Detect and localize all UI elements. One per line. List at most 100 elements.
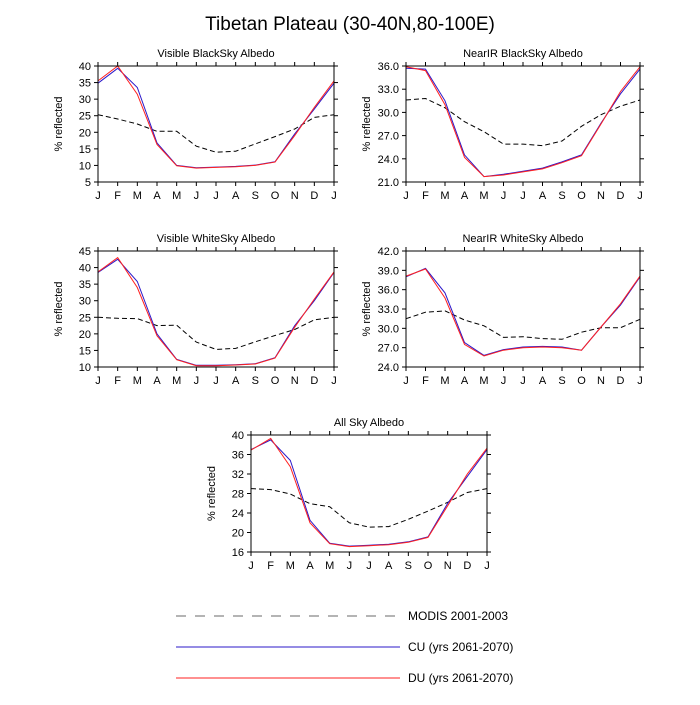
x-tick-label: J bbox=[213, 375, 219, 387]
y-tick-label: 36.0 bbox=[378, 61, 399, 73]
series-line-modis bbox=[250, 488, 488, 528]
y-axis-label: % reflected bbox=[361, 96, 373, 151]
x-tick-label: M bbox=[440, 190, 449, 202]
series-line-modis bbox=[97, 316, 335, 350]
x-tick-label: J bbox=[520, 190, 526, 202]
x-tick-label: M bbox=[479, 375, 488, 387]
x-tick-label: F bbox=[114, 190, 121, 202]
y-tick-label: 30 bbox=[79, 94, 91, 106]
x-tick-label: F bbox=[422, 190, 429, 202]
y-tick-label: 32 bbox=[232, 469, 244, 481]
y-tick-label: 20 bbox=[232, 528, 244, 540]
plot-frame bbox=[250, 434, 488, 553]
x-tick-label: J bbox=[331, 190, 337, 202]
legend-label-modis: MODIS 2001-2003 bbox=[408, 609, 508, 623]
x-tick-label: J bbox=[95, 375, 101, 387]
series-line-modis bbox=[405, 97, 641, 147]
y-tick-label: 21.0 bbox=[378, 177, 399, 189]
chart-title: All Sky Albedo bbox=[334, 417, 404, 429]
y-tick-label: 10 bbox=[79, 362, 91, 374]
x-tick-label: D bbox=[617, 190, 625, 202]
x-tick-label: A bbox=[539, 375, 547, 387]
x-tick-label: N bbox=[597, 375, 605, 387]
y-axis-label: % reflected bbox=[206, 466, 218, 521]
y-tick-label: 20 bbox=[79, 329, 91, 341]
x-tick-label: J bbox=[501, 375, 507, 387]
chart-vis-white: Visible WhiteSky Albedo % reflected 10 15 20… bbox=[53, 233, 338, 387]
y-axis-label: % reflected bbox=[53, 281, 65, 336]
y-tick-label: 40 bbox=[79, 263, 91, 275]
y-tick-label: 30 bbox=[79, 296, 91, 308]
y-tick-label: 5 bbox=[85, 177, 91, 189]
x-tick-label: J bbox=[213, 190, 219, 202]
x-tick-label: O bbox=[577, 190, 586, 202]
y-tick-label: 35 bbox=[79, 78, 91, 90]
x-tick-label: J bbox=[501, 190, 507, 202]
x-tick-label: S bbox=[558, 190, 565, 202]
x-tick-label: O bbox=[577, 375, 586, 387]
x-tick-label: J bbox=[347, 560, 353, 572]
x-tick-label: J bbox=[95, 190, 101, 202]
y-tick-label: 24.0 bbox=[378, 362, 399, 374]
figure-title: Tibetan Plateau (30-40N,80-100E) bbox=[205, 14, 495, 35]
y-tick-label: 28 bbox=[232, 489, 244, 501]
plot-frame bbox=[97, 65, 335, 183]
x-tick-label: N bbox=[291, 375, 299, 387]
y-tick-label: 27.0 bbox=[378, 343, 399, 355]
x-tick-label: D bbox=[617, 375, 625, 387]
y-tick-label: 15 bbox=[79, 144, 91, 156]
series-line-du bbox=[405, 268, 641, 357]
x-tick-label: J bbox=[403, 375, 409, 387]
y-axis-label: % reflected bbox=[53, 96, 65, 151]
x-tick-label: M bbox=[440, 375, 449, 387]
x-tick-label: J bbox=[366, 560, 372, 572]
series-line-cu bbox=[97, 258, 335, 366]
x-tick-label: M bbox=[133, 375, 142, 387]
y-tick-label: 30.0 bbox=[378, 107, 399, 119]
y-tick-label: 24.0 bbox=[378, 154, 399, 166]
x-tick-label: J bbox=[403, 190, 409, 202]
x-tick-label: A bbox=[153, 375, 161, 387]
y-tick-label: 20 bbox=[79, 127, 91, 139]
chart-title: NearIR BlackSky Albedo bbox=[463, 48, 583, 60]
x-tick-label: J bbox=[484, 560, 490, 572]
x-tick-label: A bbox=[306, 560, 314, 572]
x-tick-label: S bbox=[252, 375, 259, 387]
legend-label-du: DU (yrs 2061-2070) bbox=[408, 671, 513, 685]
y-tick-label: 33.0 bbox=[378, 84, 399, 96]
y-tick-label: 36 bbox=[232, 450, 244, 462]
y-tick-label: 40 bbox=[232, 430, 244, 442]
series-line-modis bbox=[405, 310, 641, 340]
x-tick-label: D bbox=[463, 560, 471, 572]
y-tick-label: 24 bbox=[232, 508, 244, 520]
x-tick-label: F bbox=[267, 560, 274, 572]
y-axis-label: % reflected bbox=[361, 281, 373, 336]
series-line-cu bbox=[405, 267, 641, 356]
series-line-du bbox=[97, 65, 335, 169]
x-tick-label: A bbox=[153, 190, 161, 202]
x-tick-label: M bbox=[286, 560, 295, 572]
y-tick-label: 33.0 bbox=[378, 304, 399, 316]
x-tick-label: N bbox=[444, 560, 452, 572]
x-tick-label: O bbox=[271, 375, 280, 387]
x-tick-label: F bbox=[114, 375, 121, 387]
x-tick-label: S bbox=[252, 190, 259, 202]
x-tick-label: A bbox=[539, 190, 547, 202]
y-tick-label: 39.0 bbox=[378, 265, 399, 277]
x-tick-label: N bbox=[291, 190, 299, 202]
legend: MODIS 2001-2003 CU (yrs 2061-2070) DU (yrs… bbox=[176, 609, 513, 685]
chart-title: Visible BlackSky Albedo bbox=[157, 48, 274, 60]
x-tick-label: M bbox=[325, 560, 334, 572]
plot-frame bbox=[405, 65, 641, 183]
x-tick-label: J bbox=[248, 560, 254, 572]
x-tick-label: M bbox=[172, 190, 181, 202]
x-tick-label: J bbox=[194, 375, 200, 387]
series-line-du bbox=[250, 437, 488, 548]
x-tick-label: J bbox=[331, 375, 337, 387]
chart-title: NearIR WhiteSky Albedo bbox=[462, 233, 583, 245]
x-tick-label: J bbox=[520, 375, 526, 387]
x-tick-label: M bbox=[172, 375, 181, 387]
y-tick-label: 45 bbox=[79, 246, 91, 258]
x-tick-label: J bbox=[194, 190, 200, 202]
